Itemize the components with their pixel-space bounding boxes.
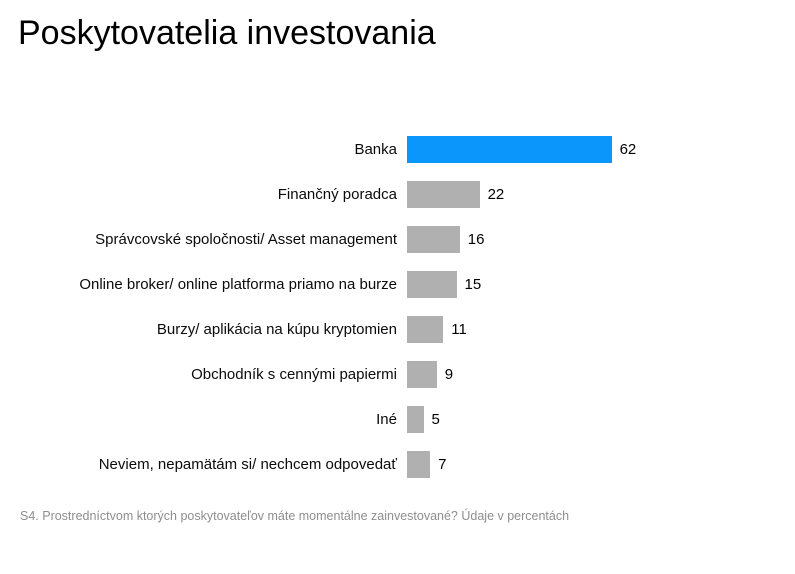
bar-value-label: 62 <box>619 141 637 158</box>
source-note: S4. Prostredníctvom ktorých poskytovateľ… <box>20 509 570 523</box>
bar-row-banka: Banka 62 <box>18 127 780 172</box>
bar-row-online-broker: Online broker/ online platforma priamo n… <box>18 262 780 307</box>
bar-chart: Banka 62 Finančný poradca 22 Správcovské… <box>18 127 780 487</box>
bar-segment <box>407 361 437 388</box>
bar-value-label: 16 <box>467 231 485 248</box>
bar-segment <box>407 226 460 253</box>
bar-category-label: Burzy/ aplikácia na kúpu kryptomien <box>18 320 397 339</box>
page-title: Poskytovatelia investovania <box>18 14 436 52</box>
bar-value-label: 11 <box>451 321 467 338</box>
bar-row-spravcovske-spolocnosti: Správcovské spoločnosti/ Asset managemen… <box>18 217 780 262</box>
bar-segment <box>407 271 457 298</box>
bar-track: 5 <box>407 406 780 433</box>
bar-segment <box>407 181 480 208</box>
bar-value-label: 15 <box>464 276 482 293</box>
bar-value-label: 5 <box>431 411 440 428</box>
bar-track: 22 <box>407 181 780 208</box>
category-text: Online broker/ online platforma priamo n… <box>79 276 397 293</box>
bar-value-label: 7 <box>438 456 447 473</box>
category-text: Burzy/ aplikácia na kúpu kryptomien <box>156 321 397 338</box>
category-text: Iné <box>376 411 397 428</box>
bar-value-label: 9 <box>444 366 454 383</box>
bar-track: 15 <box>407 271 780 298</box>
bar-segment <box>407 451 431 478</box>
bar-category-label: Banka <box>18 140 397 159</box>
bar-row-financny-poradca: Finančný poradca 22 <box>18 172 780 217</box>
bar-value-label: 22 <box>487 186 505 203</box>
bar-track: 9 <box>407 361 780 388</box>
bar-category-label: Iné <box>18 410 397 429</box>
bar-category-label: Obchodník s cennými papiermi <box>18 365 397 384</box>
bar-category-label: Finančný poradca <box>18 185 397 204</box>
bar-category-label: Online broker/ online platforma priamo n… <box>18 275 397 294</box>
category-text: Finančný poradca <box>277 186 397 203</box>
bar-category-label: Správcovské spoločnosti/ Asset managemen… <box>18 230 397 249</box>
bar-category-label: Neviem, nepamätám si/ nechcem odpovedať <box>18 455 397 474</box>
bar-row-ine: Iné 5 <box>18 397 780 442</box>
bar-track: 16 <box>407 226 780 253</box>
bar-track: 62 <box>407 136 780 163</box>
bar-row-obchodnik: Obchodník s cennými papiermi 9 <box>18 352 780 397</box>
bar-track: 7 <box>407 451 780 478</box>
bar-track: 11 <box>407 316 780 343</box>
category-text: Obchodník s cennými papiermi <box>191 366 397 383</box>
bar-row-burzy-krypto: Burzy/ aplikácia na kúpu kryptomien 11 <box>18 307 780 352</box>
category-text: Neviem, nepamätám si/ nechcem odpovedať <box>98 456 397 473</box>
bar-row-neviem: Neviem, nepamätám si/ nechcem odpovedať … <box>18 442 780 487</box>
category-text: Banka <box>354 141 397 158</box>
category-text: Správcovské spoločnosti/ Asset managemen… <box>95 231 397 248</box>
bar-segment <box>407 316 444 343</box>
bar-segment <box>407 136 612 163</box>
bar-segment <box>407 406 424 433</box>
